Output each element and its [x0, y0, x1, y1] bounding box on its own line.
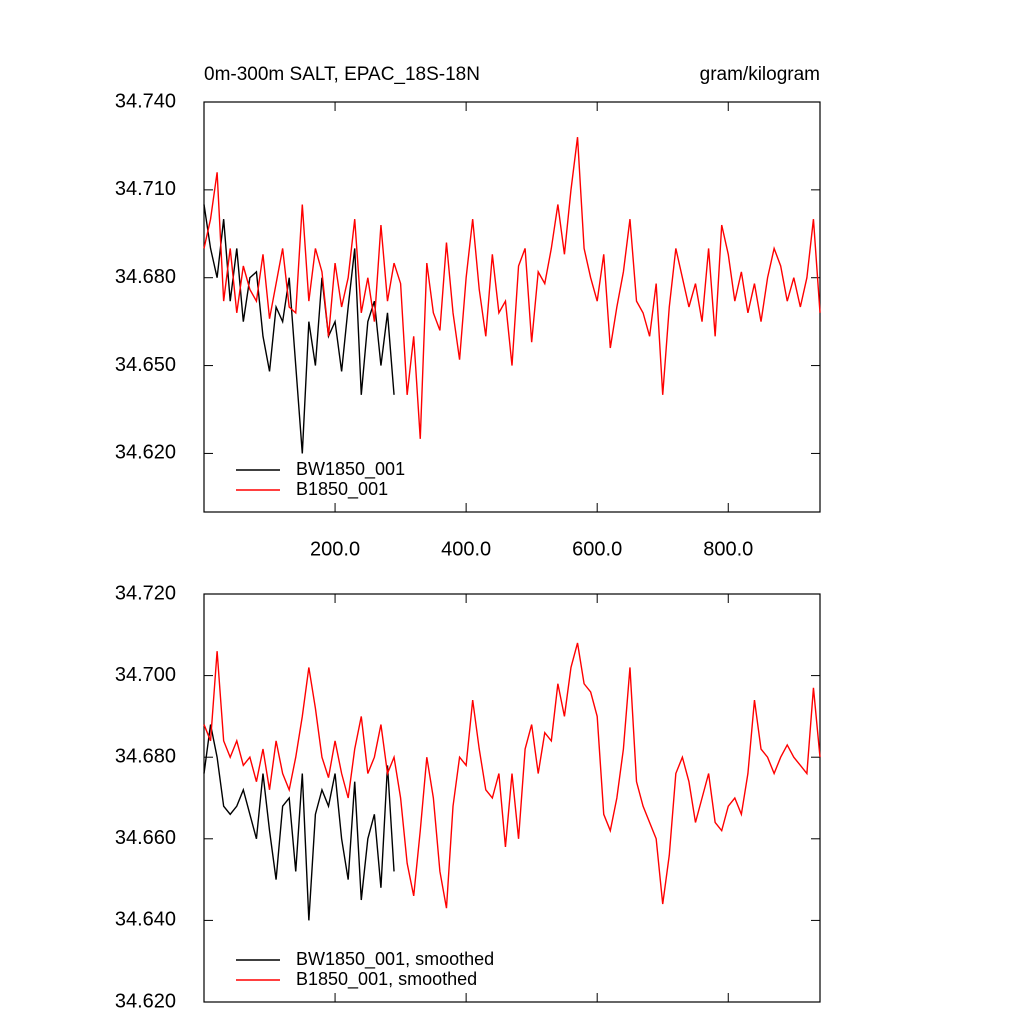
- legend-label: B1850_001, smoothed: [296, 969, 477, 990]
- y-tick-label: 34.660: [115, 827, 176, 849]
- legend-label: B1850_001: [296, 479, 388, 500]
- legend-label: BW1850_001, smoothed: [296, 949, 494, 970]
- chart-title: 0m-300m SALT, EPAC_18S-18N: [204, 64, 480, 85]
- y-tick-label: 34.640: [115, 909, 176, 931]
- data-line: [203, 724, 395, 921]
- y-tick-label: 34.700: [115, 664, 176, 686]
- data-line: [203, 642, 821, 909]
- plot-frame: [203, 593, 821, 1003]
- y-tick-label: 34.680: [115, 745, 176, 767]
- y-tick-label: 34.620: [115, 442, 176, 464]
- y-tick-label: 34.740: [115, 90, 176, 112]
- x-tick-label: 400.0: [441, 538, 491, 560]
- x-tick-label: 600.0: [572, 538, 622, 560]
- legend-label: BW1850_001: [296, 459, 405, 480]
- y-tick-label: 34.650: [115, 354, 176, 376]
- data-line: [203, 204, 395, 454]
- y-tick-label: 34.710: [115, 178, 176, 200]
- data-line: [203, 137, 821, 439]
- x-tick-label: 200.0: [310, 538, 360, 560]
- x-tick-label: 800.0: [703, 538, 753, 560]
- y-tick-label: 34.620: [115, 990, 176, 1012]
- units-label: gram/kilogram: [700, 64, 820, 85]
- y-tick-label: 34.680: [115, 266, 176, 288]
- y-tick-label: 34.720: [115, 582, 176, 604]
